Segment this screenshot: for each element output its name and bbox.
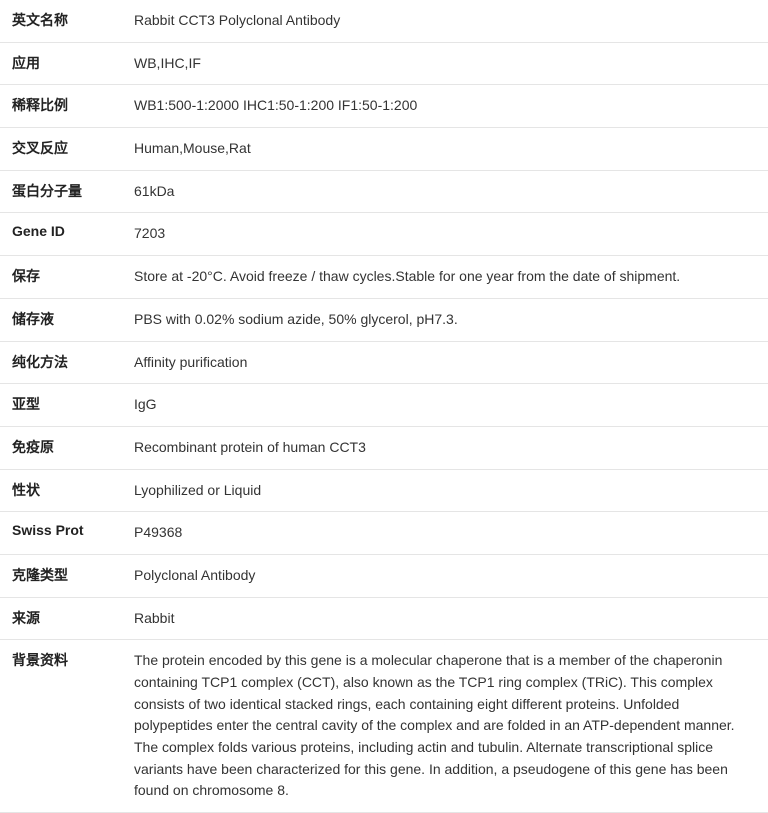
row-label: Gene ID	[0, 213, 130, 256]
row-value: Polyclonal Antibody	[130, 554, 768, 597]
row-value: 61kDa	[130, 170, 768, 213]
row-label: 稀释比例	[0, 85, 130, 128]
row-label: 背景资料	[0, 640, 130, 813]
row-label: 性状	[0, 469, 130, 512]
table-row: 克隆类型 Polyclonal Antibody	[0, 554, 768, 597]
table-row: 交叉反应 Human,Mouse,Rat	[0, 128, 768, 171]
row-value: P49368	[130, 512, 768, 555]
row-value: Store at -20°C. Avoid freeze / thaw cycl…	[130, 256, 768, 299]
row-value: WB,IHC,IF	[130, 42, 768, 85]
table-row: 应用 WB,IHC,IF	[0, 42, 768, 85]
spec-table-body: 英文名称 Rabbit CCT3 Polyclonal Antibody 应用 …	[0, 0, 768, 813]
row-value: Recombinant protein of human CCT3	[130, 426, 768, 469]
row-value: The protein encoded by this gene is a mo…	[130, 640, 768, 813]
table-row: 英文名称 Rabbit CCT3 Polyclonal Antibody	[0, 0, 768, 42]
row-label: 亚型	[0, 384, 130, 427]
row-value: IgG	[130, 384, 768, 427]
row-label: 来源	[0, 597, 130, 640]
row-label: 交叉反应	[0, 128, 130, 171]
row-label: 纯化方法	[0, 341, 130, 384]
table-row: 储存液 PBS with 0.02% sodium azide, 50% gly…	[0, 298, 768, 341]
table-row: 免疫原 Recombinant protein of human CCT3	[0, 426, 768, 469]
table-row: 来源 Rabbit	[0, 597, 768, 640]
table-row: 纯化方法 Affinity purification	[0, 341, 768, 384]
row-value: Rabbit CCT3 Polyclonal Antibody	[130, 0, 768, 42]
row-label: 免疫原	[0, 426, 130, 469]
row-value: Human,Mouse,Rat	[130, 128, 768, 171]
table-row: Gene ID 7203	[0, 213, 768, 256]
row-value: PBS with 0.02% sodium azide, 50% glycero…	[130, 298, 768, 341]
row-label: 储存液	[0, 298, 130, 341]
table-row: 稀释比例 WB1:500-1:2000 IHC1:50-1:200 IF1:50…	[0, 85, 768, 128]
table-row: 背景资料 The protein encoded by this gene is…	[0, 640, 768, 813]
row-label: 应用	[0, 42, 130, 85]
table-row: 性状 Lyophilized or Liquid	[0, 469, 768, 512]
row-label: Swiss Prot	[0, 512, 130, 555]
row-label: 英文名称	[0, 0, 130, 42]
spec-table: 英文名称 Rabbit CCT3 Polyclonal Antibody 应用 …	[0, 0, 768, 813]
table-row: 保存 Store at -20°C. Avoid freeze / thaw c…	[0, 256, 768, 299]
row-value: 7203	[130, 213, 768, 256]
row-value: WB1:500-1:2000 IHC1:50-1:200 IF1:50-1:20…	[130, 85, 768, 128]
table-row: 蛋白分子量 61kDa	[0, 170, 768, 213]
table-row: 亚型 IgG	[0, 384, 768, 427]
row-label: 保存	[0, 256, 130, 299]
row-value: Lyophilized or Liquid	[130, 469, 768, 512]
row-label: 克隆类型	[0, 554, 130, 597]
table-row: Swiss Prot P49368	[0, 512, 768, 555]
row-value: Rabbit	[130, 597, 768, 640]
row-value: Affinity purification	[130, 341, 768, 384]
row-label: 蛋白分子量	[0, 170, 130, 213]
